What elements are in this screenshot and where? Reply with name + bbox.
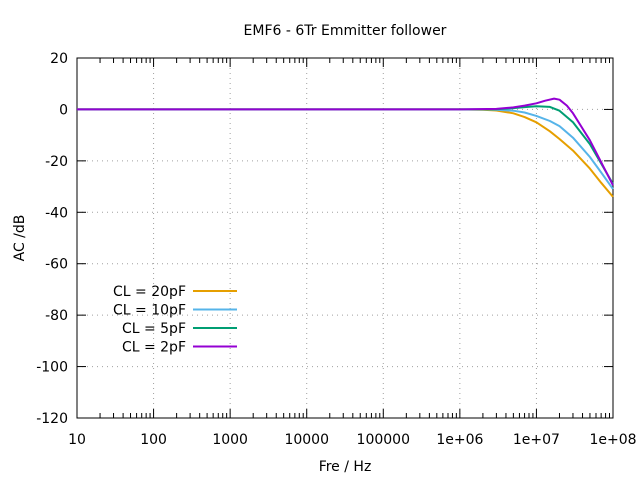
chart-title: EMF6 - 6Tr Emmitter follower xyxy=(244,23,447,39)
axis-ticks: 10 100 1000 10000 100000 1e+06 1e+07 1e+08 20 0 -2… xyxy=(36,51,636,448)
y-tick-label: -80 xyxy=(45,308,68,324)
series-lines xyxy=(77,97,614,198)
y-tick-label: 20 xyxy=(50,51,68,67)
y-axis-label: AC /dB xyxy=(12,215,28,262)
y-tick-label: -100 xyxy=(36,360,68,376)
plot-frame xyxy=(76,57,614,419)
x-tick-label: 1e+07 xyxy=(513,432,560,448)
x-tick-label: 1000 xyxy=(212,432,248,448)
y-tick-label: -120 xyxy=(36,411,68,427)
series-line xyxy=(77,105,614,185)
x-tick-label: 10 xyxy=(68,432,86,448)
x-tick-label: 10000 xyxy=(284,432,329,448)
legend-label: CL = 20pF xyxy=(113,284,186,300)
x-axis-label: Fre / Hz xyxy=(319,459,372,475)
x-tick-label: 100000 xyxy=(357,432,410,448)
series-line xyxy=(77,108,614,198)
series-line xyxy=(77,97,614,186)
legend-label: CL = 2pF xyxy=(122,340,186,356)
y-tick-label: 0 xyxy=(59,102,68,118)
y-tick-label: -60 xyxy=(45,257,68,273)
x-tick-label: 100 xyxy=(140,432,167,448)
legend: CL = 20pF CL = 10pF CL = 5pF CL = 2pF xyxy=(113,284,237,356)
grid-lines xyxy=(77,58,613,418)
legend-label: CL = 10pF xyxy=(113,303,186,319)
legend-label: CL = 5pF xyxy=(122,321,186,337)
x-tick-label: 1e+08 xyxy=(589,432,636,448)
y-tick-label: -40 xyxy=(45,205,68,221)
x-tick-label: 1e+06 xyxy=(436,432,483,448)
y-tick-label: -20 xyxy=(45,154,68,170)
